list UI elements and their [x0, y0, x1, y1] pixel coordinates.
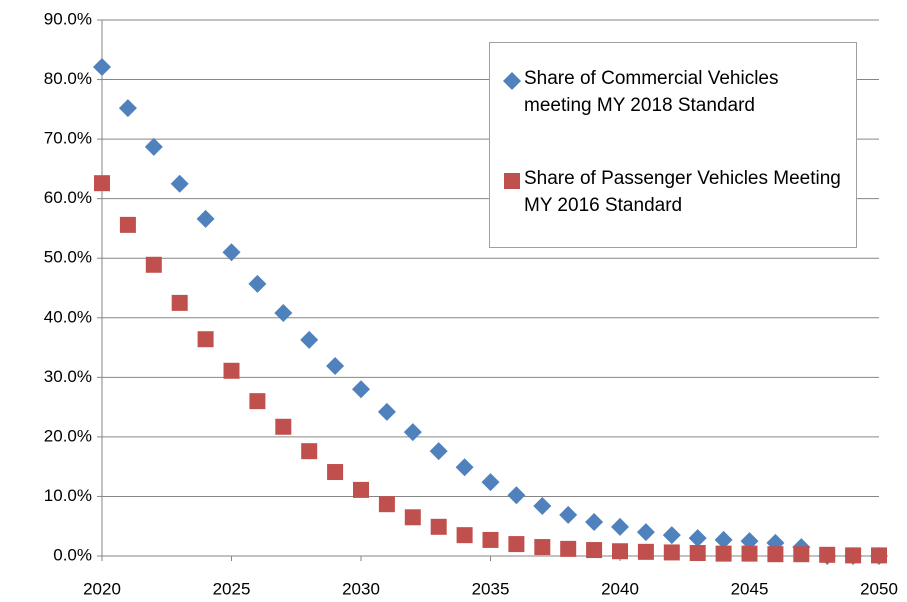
point: [94, 175, 110, 192]
point: [871, 547, 887, 564]
point: [378, 496, 395, 513]
y-tick-label: 20.0%: [44, 426, 92, 445]
point: [612, 543, 628, 560]
legend-symbol: [503, 72, 521, 90]
point: [507, 486, 526, 505]
point: [715, 545, 732, 562]
point: [455, 458, 474, 477]
point: [585, 513, 604, 532]
x-tick-label: 2030: [342, 579, 380, 598]
y-tick-label: 60.0%: [44, 188, 92, 207]
point: [767, 546, 784, 563]
point: [533, 496, 552, 515]
point: [300, 330, 319, 349]
point: [145, 256, 162, 273]
point: [586, 542, 603, 559]
y-tick-label: 50.0%: [44, 248, 92, 267]
point: [534, 539, 551, 556]
point: [504, 173, 520, 189]
point: [170, 174, 189, 193]
point: [636, 523, 655, 542]
x-tick-label: 2050: [860, 579, 898, 598]
point: [482, 531, 499, 548]
y-tick-label: 10.0%: [44, 486, 92, 505]
point: [353, 481, 369, 498]
point: [503, 72, 521, 90]
point: [274, 304, 293, 323]
x-tick-label: 2045: [731, 579, 769, 598]
point: [430, 518, 447, 535]
legend-label: Share of Passenger Vehicles Meeting MY 2…: [524, 168, 841, 216]
x-tick-label: 2020: [83, 579, 121, 598]
point: [118, 99, 137, 118]
point: [144, 137, 163, 156]
point: [222, 243, 241, 262]
point: [560, 540, 577, 557]
legend-label: Share of Commercial Vehicles meeting MY …: [524, 68, 779, 116]
point: [403, 423, 422, 442]
point: [793, 546, 810, 563]
point: [663, 544, 680, 561]
legend-symbol: [504, 173, 520, 189]
point: [740, 532, 759, 551]
point: [688, 529, 707, 548]
x-tick-label: 2040: [601, 579, 639, 598]
point: [845, 547, 862, 564]
point: [481, 473, 500, 492]
point: [249, 393, 266, 410]
point: [637, 543, 654, 560]
point: [377, 402, 396, 421]
point: [275, 418, 292, 435]
point: [662, 526, 681, 545]
y-tick-label: 70.0%: [44, 129, 92, 148]
point: [404, 509, 421, 526]
point: [508, 536, 525, 553]
point: [741, 545, 758, 562]
point: [197, 331, 214, 348]
point: [248, 274, 267, 293]
legend: Share of Commercial Vehicles meeting MY …: [489, 42, 857, 248]
point: [819, 546, 836, 563]
y-tick-label: 40.0%: [44, 307, 92, 326]
y-tick-label: 80.0%: [44, 69, 92, 88]
x-tick-label: 2035: [472, 579, 510, 598]
x-tick-label: 2025: [213, 579, 251, 598]
point: [714, 530, 733, 549]
point: [301, 443, 318, 460]
point: [456, 527, 473, 544]
point: [171, 294, 188, 311]
point: [326, 357, 345, 376]
point: [429, 442, 448, 461]
point: [223, 362, 240, 379]
point: [352, 380, 370, 399]
point: [559, 505, 578, 524]
point: [611, 517, 629, 536]
point: [119, 216, 136, 233]
y-tick-label: 90.0%: [44, 9, 92, 28]
point: [327, 464, 344, 481]
y-tick-label: 30.0%: [44, 367, 92, 386]
point: [93, 58, 111, 77]
y-tick-label: 0.0%: [53, 545, 92, 564]
point: [196, 209, 215, 228]
point: [689, 545, 706, 562]
